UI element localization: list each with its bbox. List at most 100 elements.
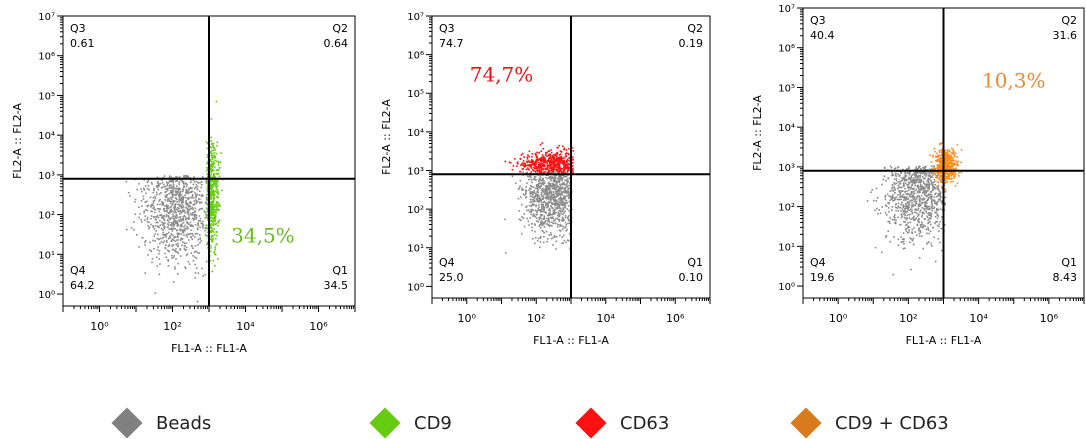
scatter-point — [562, 160, 565, 162]
scatter-point — [538, 168, 541, 170]
scatter-point — [920, 172, 922, 175]
scatter-point — [159, 219, 161, 222]
scatter-point — [199, 238, 201, 240]
scatter-point — [528, 178, 530, 181]
scatter-point — [540, 191, 543, 194]
scatter-point — [212, 197, 215, 200]
scatter-point — [199, 182, 201, 184]
scatter-point — [544, 204, 547, 207]
scatter-point — [170, 176, 173, 179]
scatter-point — [161, 224, 164, 226]
scatter-point — [917, 181, 920, 184]
scatter-point — [938, 158, 940, 161]
scatter-point — [168, 244, 171, 247]
scatter-point — [550, 191, 553, 194]
scatter-point — [177, 219, 180, 222]
scatter-point — [217, 221, 219, 224]
scatter-point — [206, 156, 209, 158]
scatter-point — [931, 195, 933, 198]
scatter-point — [936, 187, 939, 190]
scatter-point — [925, 205, 928, 208]
legend-item-cd63: CD63 — [575, 407, 669, 439]
scatter-point — [159, 242, 161, 245]
scatter-point — [534, 242, 536, 245]
scatter-point — [919, 183, 922, 186]
scatter-point — [174, 268, 176, 270]
y-tick-label: 10⁶ — [407, 51, 424, 62]
scatter-point — [531, 229, 533, 232]
scatter-point — [939, 159, 942, 162]
scatter-point — [948, 157, 950, 160]
scatter-point — [540, 166, 542, 168]
scatter-point — [538, 177, 541, 180]
scatter-point — [934, 222, 936, 225]
scatter-point — [950, 165, 953, 167]
scatter-point — [150, 217, 152, 220]
scatter-point — [566, 170, 569, 173]
scatter-point — [185, 202, 187, 205]
scatter-point — [562, 208, 564, 210]
scatter-point — [556, 162, 559, 164]
scatter-point — [956, 143, 959, 146]
scatter-point — [218, 175, 221, 178]
scatter-point — [921, 212, 924, 214]
scatter-point — [543, 200, 546, 203]
scatter-point — [549, 187, 551, 190]
scatter-point — [216, 234, 218, 237]
scatter-point — [171, 217, 173, 219]
scatter-point — [941, 179, 943, 182]
scatter-point — [934, 184, 936, 186]
scatter-point — [905, 227, 907, 230]
scatter-point — [935, 176, 937, 179]
scatter-point — [166, 200, 169, 202]
scatter-point — [538, 217, 540, 219]
scatter-point — [559, 197, 561, 200]
scatter-point — [211, 241, 214, 243]
x-tick-label: 10⁶ — [666, 312, 685, 325]
scatter-point — [180, 199, 182, 202]
scatter-point — [531, 223, 533, 225]
scatter-point — [919, 235, 921, 237]
y-tick-label: 10² — [38, 211, 55, 222]
scatter-point — [546, 155, 548, 157]
scatter-point — [156, 176, 159, 179]
scatter-point — [199, 202, 201, 204]
scatter-point — [189, 221, 192, 224]
scatter-point — [504, 218, 506, 221]
scatter-point — [177, 191, 180, 193]
scatter-point — [138, 206, 140, 209]
scatter-point — [217, 160, 219, 163]
scatter-point — [893, 236, 895, 238]
scatter-point — [151, 210, 153, 213]
scatter-point — [553, 171, 556, 173]
scatter-point — [210, 169, 213, 172]
scatter-point — [194, 192, 196, 194]
scatter-point — [904, 217, 907, 220]
scatter-point — [531, 160, 534, 163]
scatter-point — [537, 191, 539, 194]
scatter-point — [185, 191, 187, 194]
scatter-point — [525, 168, 528, 171]
scatter-point — [944, 182, 946, 184]
scatter-point — [526, 205, 528, 208]
series-beads — [125, 174, 211, 303]
scatter-point — [563, 211, 566, 214]
scatter-point — [913, 227, 915, 229]
scatter-point — [915, 217, 918, 220]
scatter-point — [938, 225, 940, 228]
scatter-point — [172, 181, 175, 184]
scatter-point — [176, 229, 178, 231]
scatter-point — [530, 211, 533, 213]
scatter-point — [535, 166, 537, 169]
scatter-point — [939, 220, 942, 223]
scatter-point — [555, 171, 557, 173]
scatter-point — [153, 228, 156, 230]
scatter-point — [904, 221, 906, 223]
scatter-point — [566, 161, 568, 163]
scatter-point — [896, 198, 899, 201]
scatter-point — [924, 188, 926, 190]
scatter-point — [206, 189, 209, 191]
scatter-point — [915, 208, 917, 210]
scatter-point — [563, 239, 566, 242]
scatter-point — [166, 239, 168, 242]
